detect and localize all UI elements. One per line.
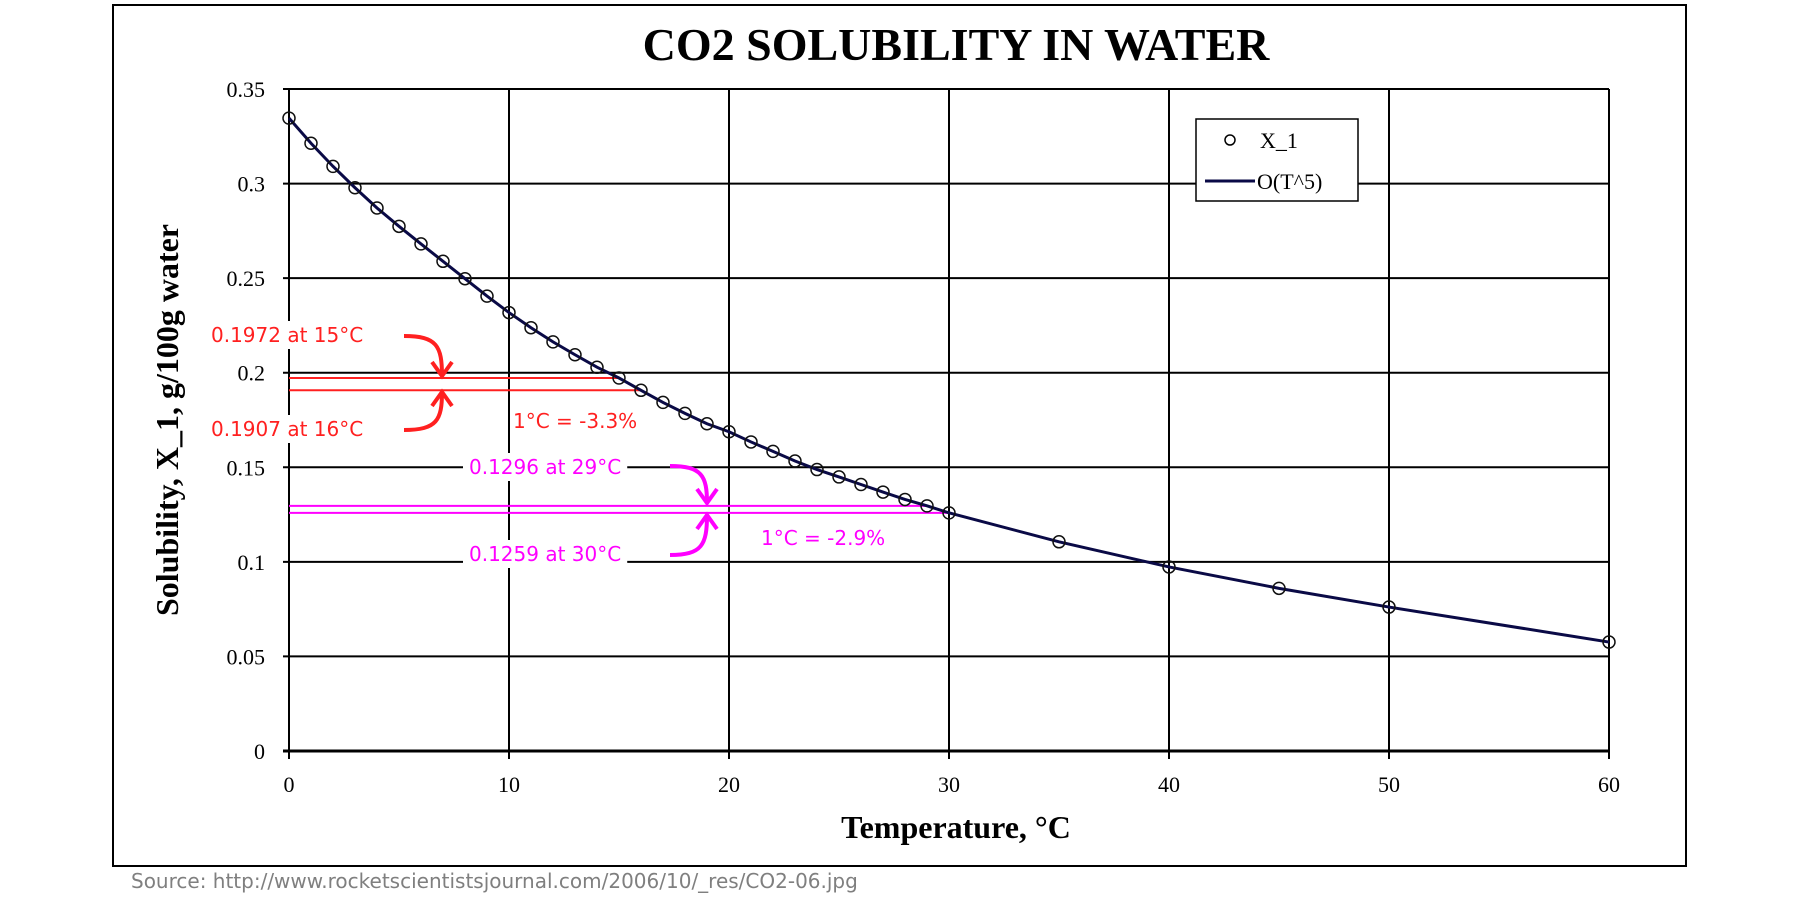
annotation-label-29c: 0.1296 at 29°C <box>469 455 621 479</box>
data-point <box>304 136 318 151</box>
chart-title: CO2 SOLUBILITY IN WATER <box>643 19 1270 70</box>
data-point <box>1052 535 1066 549</box>
data-point <box>458 271 472 286</box>
legend: X_1 O(T^5) <box>1195 118 1359 202</box>
data-point <box>414 237 428 251</box>
legend-label-x1: X_1 <box>1260 128 1298 153</box>
data-point <box>942 506 956 520</box>
arrow-icon-30c-head <box>695 511 719 531</box>
arrow-icon-16c-head <box>430 388 454 408</box>
y-tick-label: 0.3 <box>238 172 266 197</box>
annotation-label-30c-bg <box>463 540 628 568</box>
data-point <box>788 454 802 468</box>
data-point <box>832 470 846 484</box>
arrow-icon-16c <box>403 391 444 432</box>
data-point <box>436 254 450 269</box>
data-point <box>678 406 692 421</box>
x-tick-label: 20 <box>718 772 740 797</box>
fit-curve-line <box>287 117 1610 644</box>
data-point <box>546 335 560 349</box>
annotation-delta-red: 1°C = -3.3% <box>513 409 637 433</box>
y-tick-label: 0.25 <box>227 266 266 291</box>
annotation-label-29c-bg <box>463 453 628 481</box>
arrow-icon-29c-head <box>695 487 719 507</box>
arrow-icon-15c-head <box>430 360 454 380</box>
x-tick-label: 60 <box>1598 772 1620 797</box>
annotation-label-15c: 0.1972 at 15°C <box>211 323 363 347</box>
data-point <box>854 477 868 492</box>
x-tick-label: 40 <box>1158 772 1180 797</box>
data-point <box>480 289 494 303</box>
data-point <box>920 499 934 513</box>
data-point <box>634 383 648 398</box>
annotation-label-15c-bg <box>205 321 370 349</box>
data-point <box>1272 581 1286 596</box>
y-tick-label: 0.05 <box>227 644 266 669</box>
arrow-icon-15c <box>403 334 444 377</box>
data-point <box>392 219 406 234</box>
data-point <box>568 347 582 362</box>
data-point <box>524 320 538 335</box>
data-point <box>370 201 384 215</box>
data-point <box>348 180 362 195</box>
x-tick-label: 0 <box>284 772 295 797</box>
data-point <box>1602 635 1616 649</box>
x-tick-label: 50 <box>1378 772 1400 797</box>
data-point <box>612 371 626 385</box>
data-point <box>722 424 736 439</box>
y-tick-label: 0.15 <box>227 455 266 480</box>
arrow-icon-29c <box>669 464 709 504</box>
legend-box <box>1195 118 1359 202</box>
data-point <box>1162 560 1176 574</box>
data-point <box>282 111 296 125</box>
y-tick-label: 0.35 <box>227 77 266 102</box>
y-tick-label: 0 <box>254 739 265 764</box>
y-tick-label: 0.1 <box>238 550 266 575</box>
y-tick-label: 0.2 <box>238 361 266 386</box>
tick-labels: 0 0.05 0.1 0.15 0.2 0.25 0.3 0.35 0 10 20 30 40 50 60 <box>227 77 1621 797</box>
data-point <box>766 444 780 459</box>
annotation-label-30c: 0.1259 at 30°C <box>469 542 621 566</box>
source-caption: Source: http://www.rocketscientistsjourn… <box>131 869 858 893</box>
annotation-delta-magenta: 1°C = -2.9% <box>761 526 885 550</box>
x-tick-label: 30 <box>938 772 960 797</box>
data-point <box>744 435 758 449</box>
x-axis-label: Temperature, °C <box>841 809 1071 845</box>
data-point <box>502 305 516 320</box>
annotation-label-16c: 0.1907 at 16°C <box>211 417 363 441</box>
data-point <box>898 492 912 507</box>
arrow-icon-30c <box>669 514 709 557</box>
x-tick-label: 10 <box>498 772 520 797</box>
annotations: 0.1972 at 15°C 0.1907 at 16°C 1°C = -3.3% 0… <box>205 321 949 568</box>
data-point <box>590 360 604 374</box>
data-point <box>700 417 714 431</box>
data-point <box>1382 600 1396 614</box>
series <box>282 111 1616 649</box>
legend-label-fit: O(T^5) <box>1257 169 1322 194</box>
data-point <box>876 485 890 499</box>
legend-marker-icon <box>1224 134 1236 146</box>
data-point <box>326 159 340 174</box>
data-point <box>810 462 824 477</box>
annotation-label-16c-bg <box>205 415 370 443</box>
chart-frame <box>112 4 1687 867</box>
y-axis-label: Solubility, X_1, g/100g water <box>149 224 185 616</box>
data-point <box>656 395 670 410</box>
grid <box>283 88 1610 759</box>
